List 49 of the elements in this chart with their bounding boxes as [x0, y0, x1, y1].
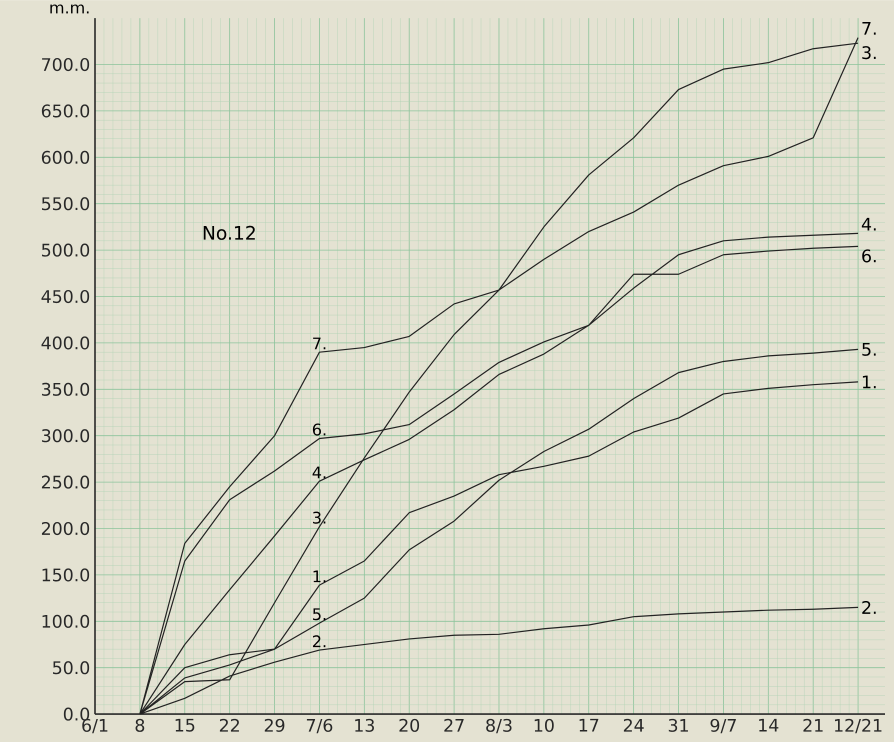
x-tick-label: 12/21	[835, 718, 882, 734]
series-label: 5.	[313, 608, 326, 620]
y-tick-label: 450.0	[42, 290, 90, 304]
y-tick-label: 600.0	[42, 150, 90, 164]
x-tick-label: 15	[176, 718, 194, 732]
x-tick-label: 31	[668, 718, 688, 732]
text: 5.	[862, 342, 876, 356]
y-tick-label: 250.0	[42, 476, 90, 489]
text: 6.	[862, 249, 876, 262]
y-axis-title: m.m.	[50, 4, 89, 14]
x-tick-label: 20	[399, 718, 420, 732]
x-tick-label: 29	[264, 718, 284, 732]
y-tick-label: 200.0	[42, 522, 90, 536]
text: 7.	[862, 22, 876, 35]
y-tick-label: 650.0	[42, 104, 90, 118]
x-tick-label: 27	[444, 718, 464, 732]
y-tick-label: 0.0	[64, 708, 90, 721]
y-tick-label: 50.0	[53, 661, 90, 674]
x-tick-label: 10	[534, 718, 554, 732]
y-tick-label: 100.0	[42, 614, 90, 628]
text: No.12	[204, 226, 255, 240]
x-tick-label: 9/7	[710, 718, 736, 734]
series-label: 6.	[312, 423, 326, 436]
x-tick-label: 22	[220, 718, 239, 732]
x-tick-label: 13	[355, 718, 374, 732]
x-tick-label: 8	[136, 718, 144, 732]
x-tick-label: 7/6	[306, 718, 332, 734]
x-tick-label: 14	[759, 718, 778, 732]
x-tick-label: 17	[580, 718, 598, 732]
y-tick-label: 700.0	[42, 58, 90, 72]
y-tick-label: 550.0	[42, 197, 90, 210]
text: 2.	[862, 600, 876, 614]
x-tick-label: 21	[803, 718, 823, 732]
series-label: 2.	[312, 635, 326, 648]
y-tick-label: 300.0	[42, 429, 90, 442]
x-tick-label: 24	[624, 718, 644, 732]
x-tick-label: 8/3	[486, 718, 512, 734]
y-tick-label: 350.0	[42, 382, 90, 396]
text: 3.	[862, 46, 876, 60]
series-label: 7.	[313, 338, 326, 350]
series-label: 1.	[314, 570, 326, 582]
series-label: 3.	[313, 512, 326, 524]
series-label: 4.	[312, 466, 326, 478]
text: 1.	[862, 376, 876, 388]
text: 4.	[862, 218, 876, 230]
y-tick-label: 400.0	[42, 336, 90, 350]
y-tick-label: 500.0	[42, 244, 90, 257]
x-tick-label: 6/1	[82, 718, 108, 734]
y-tick-label: 150.0	[42, 568, 90, 582]
